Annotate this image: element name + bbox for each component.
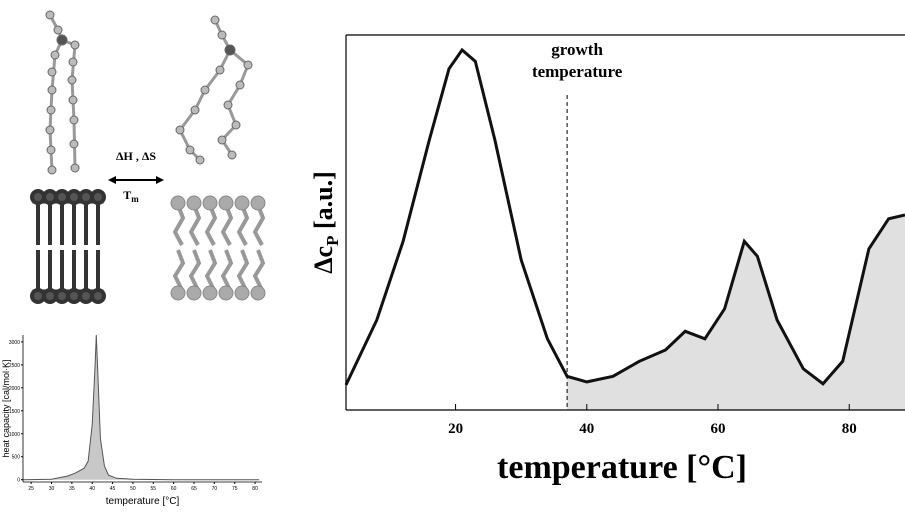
area-fill xyxy=(567,215,905,410)
x-tick-label: 45 xyxy=(110,486,116,492)
lipid-tail xyxy=(220,204,234,246)
lipid-head xyxy=(90,288,106,304)
lipid-tail xyxy=(188,249,202,291)
lipid-head xyxy=(202,195,218,211)
tm-subscript: m xyxy=(131,194,139,204)
x-tick-label: 75 xyxy=(232,486,238,492)
y-tick-label: 1000 xyxy=(9,432,20,438)
illustration xyxy=(30,10,266,304)
lipid-head xyxy=(234,195,250,211)
tm-label: Tm xyxy=(123,188,139,204)
annotation: temperature xyxy=(532,62,623,81)
main-chart: growth temperature 20 40 60 80 temperature [°C… xyxy=(309,34,905,486)
annotation: growth xyxy=(551,40,603,59)
lipid-tail xyxy=(204,249,218,291)
y-axis-label: heat capacity [cal/mol·K] xyxy=(1,359,11,457)
x-tick-label: 20 xyxy=(448,421,463,437)
lipid-head xyxy=(202,285,218,301)
x-tick-label: 80 xyxy=(252,486,258,492)
lipid-head xyxy=(234,285,250,301)
x-tick-label: 65 xyxy=(191,486,197,492)
x-tick-label: 35 xyxy=(69,486,75,492)
y-axis-label-part: Δc xyxy=(309,246,338,274)
x-tick-label: 70 xyxy=(212,486,218,492)
y-axis-label-part: [a.u.] xyxy=(309,171,338,235)
small-chart: 25 30 35 40 45 50 55 60 65 70 75 80 0 500 1000 1500 2000… xyxy=(1,334,262,507)
lipid-tail xyxy=(220,249,234,291)
tm-text: T xyxy=(123,188,131,202)
lipid-tail xyxy=(172,249,186,291)
lipid-tail xyxy=(236,204,250,246)
x-tick-label: 60 xyxy=(171,486,177,492)
lipid-head xyxy=(186,195,202,211)
x-tick-label: 25 xyxy=(28,486,34,492)
lipid-tail xyxy=(172,204,186,246)
curve xyxy=(344,47,905,386)
x-axis-label: temperature [°C] xyxy=(106,496,180,507)
y-axis-label: ΔcP [a.u.] xyxy=(309,171,342,274)
x-tick-label: 30 xyxy=(49,486,55,492)
lipid-head xyxy=(170,285,186,301)
x-axis-label: temperature [°C] xyxy=(497,449,747,486)
lipid-head xyxy=(186,285,202,301)
y-tick-label: 0 xyxy=(17,478,20,484)
y-tick-label: 3000 xyxy=(9,340,20,346)
y-tick-label: 500 xyxy=(12,455,21,461)
lipid-head xyxy=(170,195,186,211)
x-tick-label: 55 xyxy=(151,486,157,492)
y-tick-label: 2500 xyxy=(9,363,20,369)
lipid-head xyxy=(250,195,266,211)
energy-label: ΔH , ΔS xyxy=(116,149,156,163)
y-tick-label: 1500 xyxy=(9,409,20,415)
x-tick-label: 40 xyxy=(89,486,95,492)
curve xyxy=(22,334,260,481)
lipid-head xyxy=(90,189,106,205)
y-axis-label-part: P xyxy=(323,236,342,246)
x-tick-label: 80 xyxy=(842,421,857,437)
lipid-head xyxy=(218,285,234,301)
lipid-tail xyxy=(252,249,266,291)
lipid-head xyxy=(250,285,266,301)
lipid-head xyxy=(218,195,234,211)
x-tick-label: 50 xyxy=(130,486,136,492)
lipid-tail xyxy=(236,249,250,291)
lipid-tail xyxy=(252,204,266,246)
lipid-tail xyxy=(188,204,202,246)
lipid-tail xyxy=(204,204,218,246)
y-tick-label: 2000 xyxy=(9,386,20,392)
area-fill xyxy=(23,335,260,480)
x-tick-label: 60 xyxy=(711,421,726,437)
x-tick-label: 40 xyxy=(579,421,594,437)
